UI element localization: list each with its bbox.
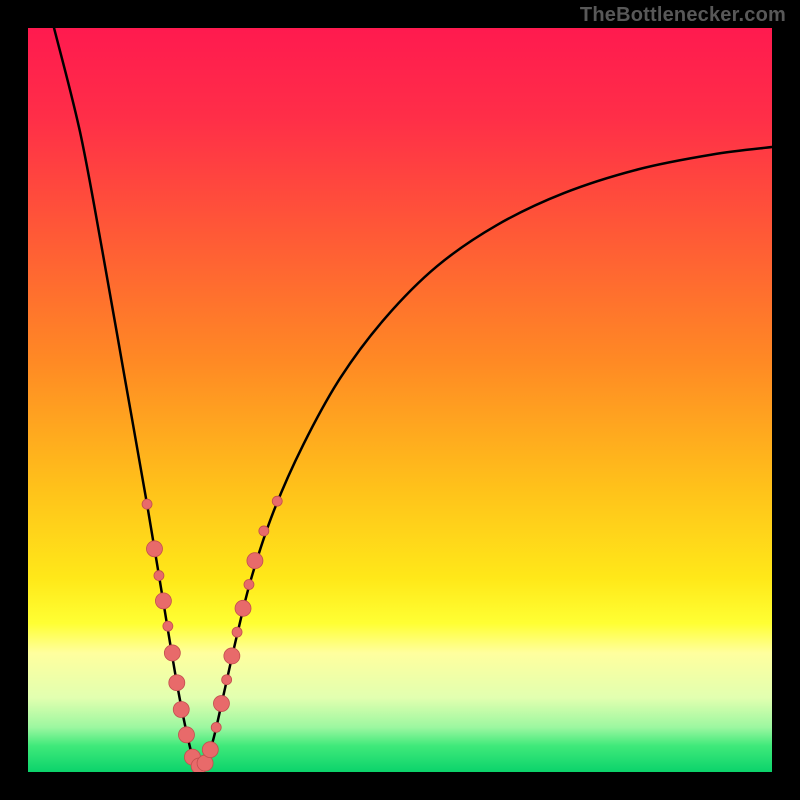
bottleneck-chart-svg <box>0 0 800 800</box>
data-marker <box>178 727 194 743</box>
data-marker <box>164 645 180 661</box>
data-marker <box>169 675 185 691</box>
data-marker <box>213 696 229 712</box>
data-marker <box>259 526 269 536</box>
data-marker <box>146 541 162 557</box>
data-marker <box>272 496 282 506</box>
data-marker <box>154 571 164 581</box>
data-marker <box>232 627 242 637</box>
data-marker <box>211 722 221 732</box>
data-marker <box>235 600 251 616</box>
data-marker <box>224 648 240 664</box>
data-marker <box>173 702 189 718</box>
data-marker <box>202 742 218 758</box>
plot-background <box>28 28 772 772</box>
data-marker <box>142 499 152 509</box>
data-marker <box>163 621 173 631</box>
data-marker <box>244 580 254 590</box>
data-marker <box>222 675 232 685</box>
watermark-text: TheBottlenecker.com <box>580 4 786 27</box>
data-marker <box>155 593 171 609</box>
chart-root: TheBottlenecker.com <box>0 0 800 800</box>
data-marker <box>247 553 263 569</box>
